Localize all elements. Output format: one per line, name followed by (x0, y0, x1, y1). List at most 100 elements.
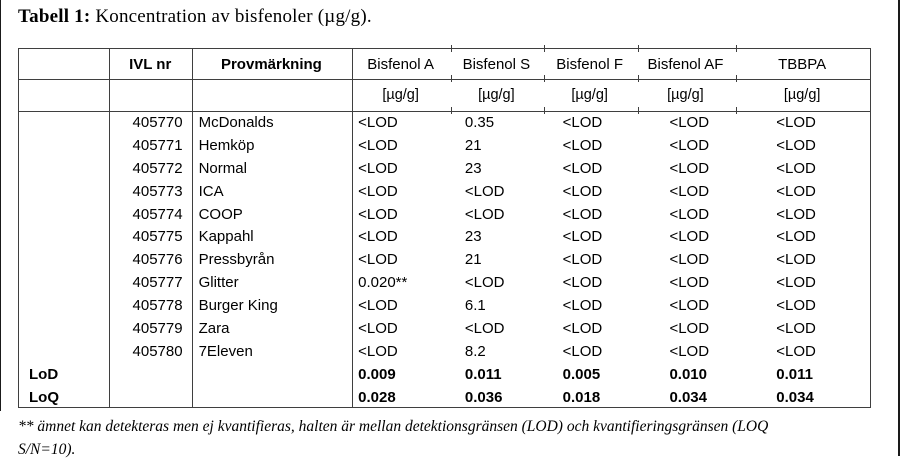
value-cell: <LOD (358, 342, 398, 360)
ivl-cell: 405776 (132, 251, 183, 269)
ivl-cell: 405772 (132, 159, 183, 177)
value-cell: <LOD (669, 297, 710, 315)
value-cell: <LOD (776, 251, 816, 269)
value-cell: <LOD (358, 182, 398, 200)
page-border-left-line (0, 0, 1, 411)
sample-name-cell: Glitter (198, 274, 239, 292)
value-cell: <LOD (776, 159, 816, 177)
row-label-cell: LoD (29, 365, 59, 383)
table-header-row: IVL nr Provmärkning Bisfenol A Bisfenol … (19, 49, 870, 79)
value-cell: <LOD (669, 251, 710, 269)
sample-name-cell: 7Eleven (198, 342, 253, 360)
table-body: 405770 McDonalds <LOD 0.35 <LOD <LOD <LOD 40577… (19, 111, 870, 409)
column-tick (736, 107, 737, 114)
value-cell: 0.034 (669, 388, 707, 406)
table-unit-row: [µg/g] [µg/g] [µg/g] [µg/g] [µg/g] (19, 79, 870, 111)
value-cell: <LOD (669, 159, 710, 177)
column-tick (451, 107, 452, 114)
value-cell: <LOD (358, 297, 398, 315)
sample-name-cell: McDonalds (198, 113, 274, 131)
value-cell: <LOD (358, 113, 398, 131)
sample-name-cell: COOP (198, 205, 243, 223)
value-cell: <LOD (358, 319, 398, 337)
sample-name-cell: Zara (198, 319, 230, 337)
value-cell: 0.036 (464, 388, 503, 406)
ivl-cell: 405779 (132, 319, 183, 337)
value-cell: <LOD (562, 159, 603, 177)
table-row: 405772 Normal <LOD 23 <LOD <LOD <LOD (19, 157, 870, 180)
value-cell: <LOD (669, 342, 710, 360)
value-cell: <LOD (358, 251, 398, 269)
value-cell: 8.2 (464, 342, 486, 360)
footnote-line-2: S/N=10). (18, 441, 76, 458)
table-row: 405776 Pressbyrån <LOD 21 <LOD <LOD <LOD (19, 248, 870, 271)
value-cell: 23 (464, 228, 482, 246)
value-cell: <LOD (669, 205, 710, 223)
value-cell: <LOD (669, 319, 710, 337)
column-tick (736, 45, 737, 52)
concentration-table: IVL nr Provmärkning Bisfenol A Bisfenol … (18, 45, 871, 409)
unit-cell: [µg/g] (478, 87, 515, 103)
value-cell: <LOD (464, 205, 505, 223)
header-divider (19, 79, 870, 80)
header-cell-bisfenol-a: Bisfenol A (367, 55, 434, 73)
sample-name-cell: Kappahl (198, 228, 254, 246)
value-cell: 0.011 (776, 365, 813, 383)
value-cell: <LOD (776, 205, 816, 223)
value-cell: <LOD (562, 319, 603, 337)
column-tick (638, 75, 639, 82)
value-cell: <LOD (669, 274, 710, 292)
value-cell: <LOD (562, 342, 603, 360)
table-row: 405775 Kappahl <LOD 23 <LOD <LOD <LOD (19, 225, 870, 248)
value-cell: <LOD (562, 205, 603, 223)
table-row: LoQ 0.028 0.036 0.018 0.034 0.034 (19, 386, 870, 409)
value-cell: 21 (464, 136, 482, 154)
value-cell: <LOD (776, 136, 816, 154)
value-cell: <LOD (776, 228, 816, 246)
sample-name-cell: Hemköp (198, 136, 255, 154)
value-cell: 0.009 (358, 365, 396, 383)
value-cell: <LOD (776, 342, 816, 360)
column-tick (544, 107, 545, 114)
sample-name-cell: ICA (198, 182, 224, 200)
value-cell: <LOD (776, 319, 816, 337)
value-cell: <LOD (464, 319, 505, 337)
header-cell-bisfenol-s: Bisfenol S (462, 55, 531, 73)
value-cell: <LOD (358, 205, 398, 223)
value-cell: <LOD (776, 182, 816, 200)
value-cell: 0.010 (669, 365, 707, 383)
value-cell: <LOD (358, 228, 398, 246)
table-caption-text: Koncentration av bisfenoler (µg/g). (90, 6, 372, 27)
table-caption: Tabell 1: Koncentration av bisfenoler (µ… (18, 6, 372, 28)
value-cell: <LOD (669, 113, 710, 131)
ivl-cell: 405770 (132, 113, 183, 131)
ivl-cell: 405773 (132, 182, 183, 200)
header-cell-bisfenol-f: Bisfenol F (556, 55, 623, 73)
value-cell: <LOD (562, 136, 603, 154)
value-cell: 0.018 (562, 388, 601, 406)
column-divider (192, 49, 193, 407)
table-row: LoD 0.009 0.011 0.005 0.010 0.011 (19, 363, 870, 386)
unit-cell: [µg/g] (571, 87, 608, 103)
ivl-cell: 405778 (132, 297, 183, 315)
header-cell-ivl-nr: IVL nr (129, 55, 172, 73)
table-row: 405779 Zara <LOD <LOD <LOD <LOD <LOD (19, 317, 870, 340)
sample-name-cell: Pressbyrån (198, 251, 275, 269)
column-tick (451, 75, 452, 82)
value-cell: 0.011 (464, 365, 502, 383)
column-divider (109, 49, 110, 407)
table-row: 405778 Burger King <LOD 6.1 <LOD <LOD <LOD (19, 294, 870, 317)
value-cell: <LOD (669, 182, 710, 200)
value-cell: 0.028 (358, 388, 396, 406)
value-cell: <LOD (669, 136, 710, 154)
page-border-right-line (898, 0, 900, 456)
column-divider (352, 49, 353, 407)
value-cell: 23 (464, 159, 482, 177)
column-tick (638, 45, 639, 52)
header-cell-tbbpa: TBBPA (778, 55, 827, 73)
value-cell: <LOD (562, 228, 603, 246)
table-row: 405777 Glitter 0.020** <LOD <LOD <LOD <LOD (19, 271, 870, 294)
unit-cell: [µg/g] (783, 87, 821, 103)
value-cell: <LOD (358, 136, 398, 154)
